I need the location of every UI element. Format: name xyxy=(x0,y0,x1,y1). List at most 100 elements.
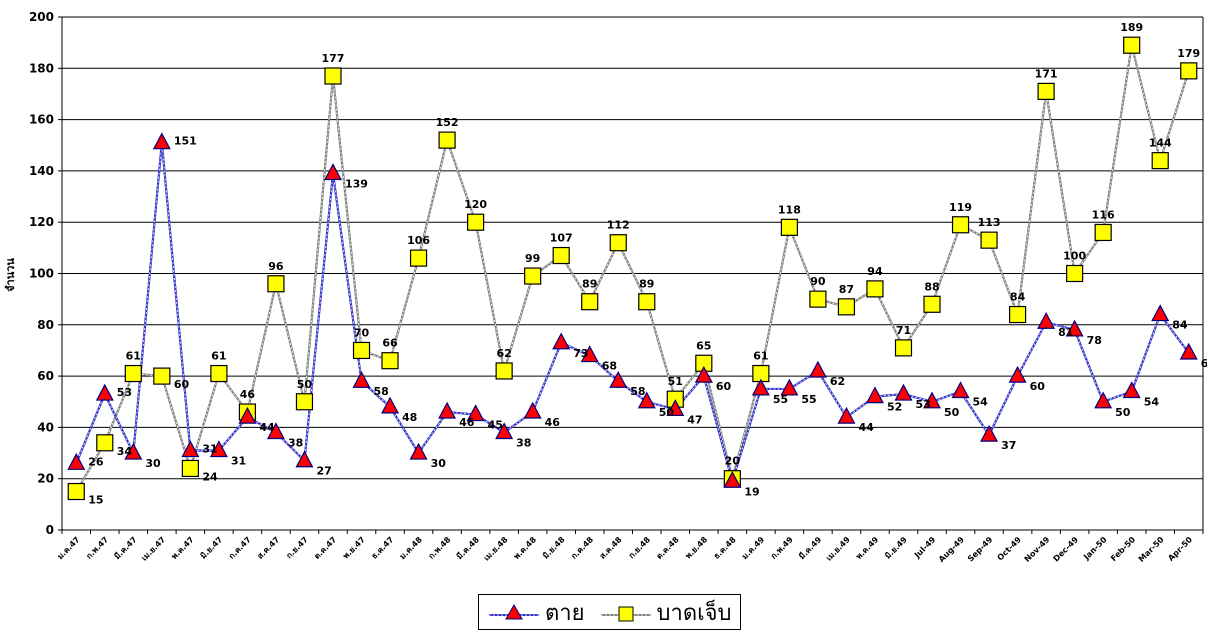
data-label-deaths: 55 xyxy=(801,393,816,406)
triangle-marker xyxy=(181,440,200,458)
square-marker-icon xyxy=(600,606,651,622)
data-label-injured: 99 xyxy=(525,252,540,265)
triangle-marker xyxy=(95,383,114,401)
data-label-deaths: 47 xyxy=(687,413,702,426)
x-tick-label: พ.ค.48 xyxy=(512,535,538,561)
y-tick-label: 140 xyxy=(29,164,54,178)
data-label-deaths: 81 xyxy=(1058,326,1073,339)
triangle-marker xyxy=(438,401,457,419)
triangle-marker xyxy=(1179,342,1198,360)
data-label-injured: 61 xyxy=(126,350,141,363)
x-tick-label: ม.ค.49 xyxy=(740,535,766,561)
data-label-injured: 66 xyxy=(382,337,398,350)
series-line-injured xyxy=(75,44,1190,493)
x-tick-label: ก.ย.48 xyxy=(627,535,653,561)
data-label-deaths: 52 xyxy=(887,401,902,414)
data-label-injured: 24 xyxy=(202,470,218,483)
y-tick-label: 40 xyxy=(37,420,54,434)
triangle-marker xyxy=(552,332,571,350)
square-marker xyxy=(1094,223,1112,242)
y-tick-label: 20 xyxy=(37,472,54,486)
triangle-marker xyxy=(923,391,942,409)
square-marker xyxy=(809,290,827,308)
data-label-deaths: 53 xyxy=(915,398,930,411)
data-label-injured: 118 xyxy=(778,203,801,216)
x-tick-label: ก.ค.48 xyxy=(569,535,595,561)
triangle-marker xyxy=(323,163,342,181)
square-marker xyxy=(96,434,114,452)
triangle-marker xyxy=(523,401,542,419)
data-label-injured: 87 xyxy=(839,283,854,296)
data-label-deaths: 31 xyxy=(231,454,246,467)
x-tick-label: Sep-49 xyxy=(966,535,995,564)
data-label-injured: 119 xyxy=(949,201,972,214)
square-marker xyxy=(381,352,399,370)
square-marker xyxy=(837,298,856,316)
x-tick-label: Dec-49 xyxy=(1052,535,1081,564)
data-label-deaths: 46 xyxy=(545,416,561,429)
x-tick-label: พ.ค.47 xyxy=(170,535,196,561)
triangle-marker xyxy=(951,381,970,399)
square-marker xyxy=(609,234,627,252)
square-marker xyxy=(67,482,85,501)
triangle-marker xyxy=(1008,365,1027,383)
legend-item-injured: บาดเจ็บ xyxy=(599,595,732,630)
data-label-injured: 144 xyxy=(1149,137,1172,150)
data-label-deaths: 54 xyxy=(1144,395,1160,408)
x-tick-label: ม.ค.48 xyxy=(398,535,424,561)
x-tick-label: Jan-50 xyxy=(1081,535,1109,563)
x-tick-label: ก.ค.47 xyxy=(227,535,253,561)
legend-item-deaths: ตาย xyxy=(487,595,585,630)
square-marker xyxy=(467,213,485,231)
data-label-injured: 112 xyxy=(607,219,630,232)
data-label-injured: 84 xyxy=(1010,291,1026,304)
x-tick-label: ก.พ.48 xyxy=(427,535,453,561)
x-tick-label: ธ.ค.47 xyxy=(370,535,396,561)
square-marker xyxy=(295,393,314,411)
data-label-deaths: 45 xyxy=(488,419,503,432)
square-marker xyxy=(181,459,199,478)
data-labels: 26 53 30 151 31 31 44 38 27 139 58 48 30 46 45 38 46 73 68… xyxy=(88,21,1207,506)
x-tick-label: เม.ย.48 xyxy=(482,535,510,563)
series-line-highlight xyxy=(75,45,1190,492)
triangle-marker xyxy=(266,422,285,440)
triangle-marker xyxy=(124,442,143,460)
triangle-marker xyxy=(409,442,428,460)
data-label-deaths: 27 xyxy=(316,465,331,478)
y-tick-label: 100 xyxy=(29,267,54,281)
data-label-deaths: 151 xyxy=(174,135,197,148)
x-tick-label: ต.ค.48 xyxy=(655,535,681,561)
y-tick-label: 60 xyxy=(37,369,54,383)
square-marker xyxy=(581,293,599,311)
x-tick-label: มิ.ย.49 xyxy=(883,535,909,561)
data-label-injured: 179 xyxy=(1177,47,1200,60)
data-label-injured: 15 xyxy=(88,494,103,507)
triangle-marker xyxy=(694,365,713,383)
x-tick-label: พ.ย.48 xyxy=(684,535,710,561)
data-label-deaths: 44 xyxy=(858,421,874,434)
data-label-injured: 152 xyxy=(436,116,459,129)
data-label-deaths: 26 xyxy=(88,455,104,468)
data-label-injured: 100 xyxy=(1063,250,1086,263)
triangle-marker xyxy=(295,450,314,468)
data-label-injured: 106 xyxy=(407,234,430,247)
triangle-marker xyxy=(1122,381,1141,399)
triangle-marker xyxy=(1151,304,1170,322)
x-tick-label: มิ.ย.48 xyxy=(541,535,567,561)
data-label-deaths: 30 xyxy=(431,457,447,470)
triangle-marker xyxy=(209,440,228,458)
data-label-injured: 71 xyxy=(896,324,911,337)
x-tick-label: ก.พ.49 xyxy=(769,535,795,561)
legend-label-deaths: ตาย xyxy=(545,600,585,626)
x-tick-label: Mar-50 xyxy=(1137,535,1166,564)
x-tick-label: มี.ค.48 xyxy=(454,534,481,561)
data-label-injured: 61 xyxy=(211,350,226,363)
data-label-deaths: 19 xyxy=(744,485,759,498)
data-label-deaths: 84 xyxy=(1172,319,1188,332)
x-tick-label: มี.ค.47 xyxy=(112,534,139,561)
square-marker xyxy=(980,231,998,249)
gridlines xyxy=(62,16,1203,480)
data-label-deaths: 55 xyxy=(773,393,788,406)
square-marker xyxy=(438,131,456,149)
